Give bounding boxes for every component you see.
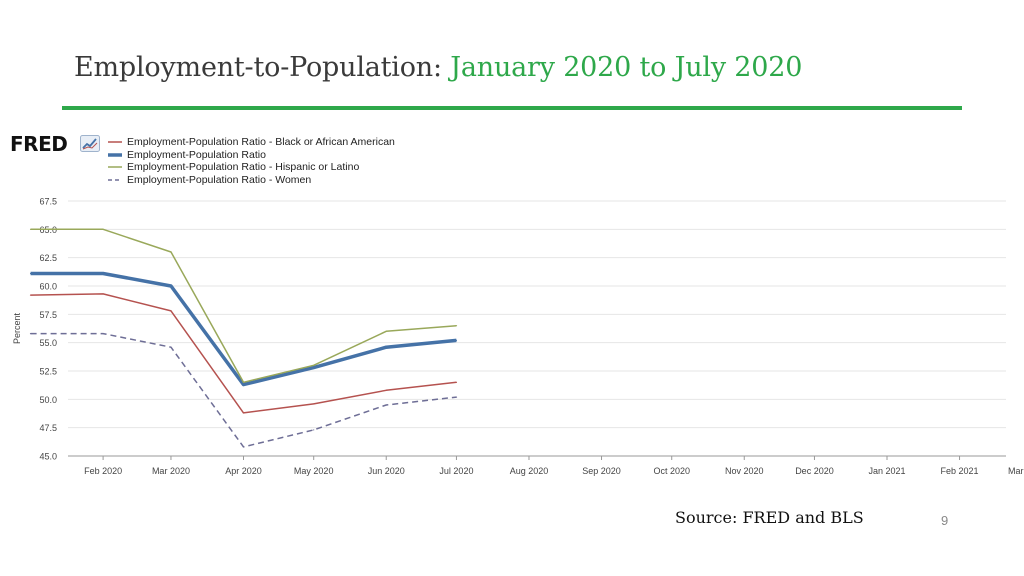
legend-label: Employment-Population Ratio - Women <box>127 173 312 186</box>
y-tick-label: 55.0 <box>39 338 57 348</box>
data-point <box>102 293 104 295</box>
page-number: 9 <box>941 513 949 528</box>
data-point <box>170 310 172 312</box>
data-point <box>102 228 104 230</box>
chart-legend: Employment-Population Ratio - Black or A… <box>108 136 395 186</box>
data-point <box>170 346 172 348</box>
data-point <box>455 325 458 327</box>
series-line <box>30 293 457 414</box>
data-point <box>170 285 172 287</box>
data-point <box>242 384 245 386</box>
legend-label: Employment-Population Ratio <box>127 148 266 161</box>
x-tick-label: Sep 2020 <box>582 466 621 476</box>
data-point <box>242 446 245 448</box>
x-tick-label: May 2020 <box>294 466 334 476</box>
title-divider <box>62 106 962 110</box>
x-tick-label: Nov 2020 <box>725 466 764 476</box>
x-tick-label: Dec 2020 <box>795 466 834 476</box>
y-tick-label: 45.0 <box>39 452 57 462</box>
data-point <box>313 403 315 405</box>
data-point <box>455 396 458 398</box>
data-point <box>29 294 32 296</box>
x-tick-label: Apr 2020 <box>225 466 262 476</box>
legend-item: Employment-Population Ratio - Black or A… <box>108 136 395 149</box>
data-point <box>102 272 104 275</box>
x-tick-label: Oct 2020 <box>653 466 690 476</box>
x-tick-label: Mar 2... <box>1008 466 1024 476</box>
y-tick-label: 60.0 <box>39 282 57 292</box>
data-point <box>102 333 104 335</box>
y-tick-label: 50.0 <box>39 395 57 405</box>
legend-swatch <box>108 141 122 143</box>
series-line <box>30 228 457 384</box>
data-point <box>242 412 245 414</box>
data-point <box>385 346 387 348</box>
y-tick-label: 52.5 <box>39 367 57 377</box>
data-point <box>170 251 172 253</box>
legend-item: Employment-Population Ratio <box>108 149 395 162</box>
data-point <box>313 367 315 369</box>
fred-logo: FRED <box>10 132 68 156</box>
x-tick-label: Mar 2020 <box>152 466 190 476</box>
x-tick-label: Feb 2020 <box>84 466 122 476</box>
data-point <box>385 404 387 406</box>
data-point <box>385 330 387 332</box>
legend-swatch <box>108 166 122 168</box>
legend-label: Employment-Population Ratio - Black or A… <box>127 136 395 149</box>
y-axis-label: Percent <box>12 312 22 344</box>
x-tick-label: Jun 2020 <box>368 466 405 476</box>
data-point <box>29 272 32 275</box>
y-tick-label: 47.5 <box>39 423 57 433</box>
y-tick-label: 62.5 <box>39 253 57 263</box>
data-point <box>455 381 458 383</box>
legend-item: Employment-Population Ratio - Women <box>108 174 395 187</box>
x-tick-label: Jul 2020 <box>439 466 473 476</box>
slide-title-main: Employment-to-Population: <box>74 52 451 83</box>
chart-line-icon <box>80 135 100 152</box>
slide-title: Employment-to-Population: January 2020 t… <box>74 52 802 83</box>
y-tick-label: 67.5 <box>39 197 57 207</box>
legend-swatch <box>108 179 122 181</box>
legend-label: Employment-Population Ratio - Hispanic o… <box>127 161 360 174</box>
x-tick-label: Aug 2020 <box>510 466 549 476</box>
legend-swatch <box>108 153 122 157</box>
data-point <box>313 429 315 431</box>
data-point <box>242 381 245 383</box>
y-tick-label: 57.5 <box>39 310 57 320</box>
data-point <box>385 389 387 391</box>
slide-title-accent: January 2020 to July 2020 <box>450 52 803 83</box>
x-tick-label: Feb 2021 <box>941 466 979 476</box>
series-line <box>30 271 457 387</box>
source-note: Source: FRED and BLS <box>675 508 864 527</box>
data-point <box>455 339 458 341</box>
line-chart: 45.047.550.052.555.057.560.062.565.067.5… <box>12 197 1024 477</box>
data-point <box>29 228 32 230</box>
legend-item: Employment-Population Ratio - Hispanic o… <box>108 161 395 174</box>
data-point <box>29 333 32 335</box>
x-tick-label: Jan 2021 <box>868 466 905 476</box>
data-point <box>313 364 315 366</box>
